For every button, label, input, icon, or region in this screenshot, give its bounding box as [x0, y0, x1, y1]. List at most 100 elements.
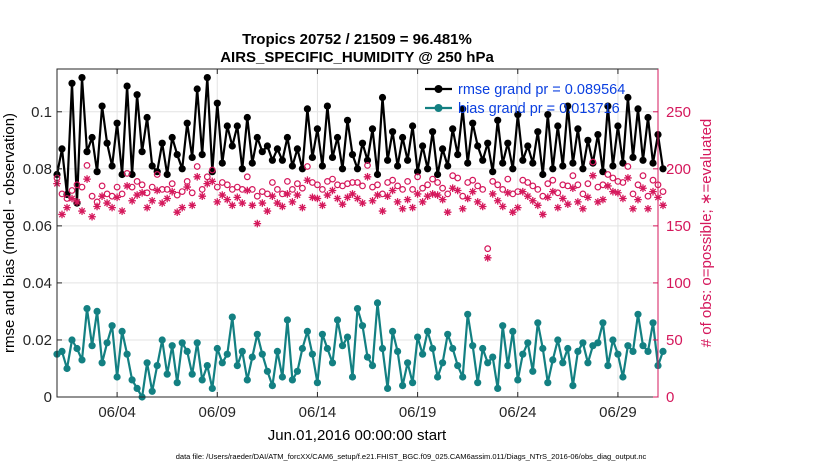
rmse-point [358, 139, 367, 147]
obs-evaluated-point [433, 191, 442, 199]
obs-possible-point [88, 192, 96, 200]
y2-axis-label: # of obs: o=possible; ∗=evaluated [698, 119, 715, 348]
obs-possible-point [409, 185, 417, 193]
obs-possible-point [504, 175, 512, 183]
obs-evaluated-point [123, 182, 131, 190]
rmse-point [103, 139, 111, 147]
rmse-point [609, 162, 617, 170]
rmse-point [649, 159, 657, 167]
rmse-point [499, 159, 507, 167]
rmse-point [123, 82, 131, 90]
rmse-point [133, 91, 141, 99]
bias-point [494, 384, 502, 392]
obs-evaluated-point [528, 196, 537, 205]
obs-possible-point [454, 174, 462, 182]
bias-point [484, 359, 492, 367]
bias-point [313, 379, 321, 387]
obs-possible-point [289, 185, 296, 193]
x-tick-label: 06/29 [599, 404, 637, 421]
obs-evaluated-point [98, 192, 106, 201]
bias-point [499, 322, 507, 330]
obs-evaluated-point [138, 188, 146, 197]
y2-tick-label: 150 [666, 218, 691, 235]
obs-possible-point [569, 172, 577, 180]
rmse-point [524, 142, 532, 150]
rmse-point [639, 156, 647, 164]
rmse-point [399, 133, 407, 142]
obs-possible-point [374, 181, 381, 189]
obs-possible-point [399, 185, 407, 193]
bias-point [554, 336, 562, 344]
bias-point [208, 384, 216, 392]
bias-point [378, 344, 387, 353]
rmse-point [183, 119, 191, 127]
bias-point [98, 359, 106, 367]
bias-point [103, 339, 111, 347]
bias-point [609, 336, 617, 344]
bias-point [323, 344, 331, 353]
bias-point [358, 322, 367, 330]
bias-point [338, 342, 347, 350]
obs-evaluated-point [403, 195, 412, 204]
bias-point [504, 362, 512, 370]
rmse-point [554, 122, 562, 130]
obs-evaluated-point [108, 203, 116, 212]
obs-evaluated-point [133, 191, 141, 199]
rmse-point [629, 153, 637, 161]
obs-evaluated-point [353, 194, 362, 203]
bias-point [293, 367, 301, 375]
rmse-point [163, 170, 171, 179]
y2-tick-label: 0 [666, 389, 674, 406]
bias-point [604, 362, 612, 370]
bias-point [514, 376, 522, 384]
rmse-point [198, 151, 206, 159]
obs-possible-point [178, 188, 186, 196]
y2-tick-label: 250 [666, 104, 691, 121]
obs-possible-point [248, 185, 256, 193]
rmse-point [233, 122, 241, 130]
y-tick-label: 0 [44, 389, 52, 406]
obs-evaluated-point [188, 201, 197, 210]
obs-possible-point [634, 181, 642, 189]
obs-evaluated-point [228, 201, 237, 210]
rmse-point [459, 105, 467, 113]
bias-point [288, 376, 296, 384]
bias-point [118, 327, 126, 335]
rmse-point [328, 153, 337, 161]
bias-point [619, 373, 627, 381]
obs-evaluated-point [268, 192, 277, 201]
obs-possible-point [419, 184, 427, 192]
obs-possible-point [404, 177, 412, 185]
obs-evaluated-point [78, 207, 86, 215]
bias-point [404, 359, 412, 367]
bias-point [384, 384, 392, 392]
bias-point [203, 362, 211, 370]
rmse-point [594, 131, 602, 139]
obs-evaluated-point [348, 190, 357, 198]
rmse-point [579, 165, 587, 173]
bias-point [113, 373, 121, 381]
rmse-point [549, 165, 557, 173]
obs-evaluated-point [273, 199, 282, 207]
bias-point [444, 330, 452, 338]
obs-evaluated-point [83, 175, 91, 183]
obs-evaluated-point [438, 195, 447, 204]
obs-possible-point [549, 176, 557, 184]
rmse-point [534, 128, 542, 136]
obs-possible-point [83, 161, 91, 169]
obs-evaluated-point [378, 207, 387, 215]
bias-point [213, 344, 221, 353]
rmse-point [519, 156, 527, 164]
chart-subtitle: AIRS_SPECIFIC_HUMIDITY @ 250 hPa [220, 49, 494, 66]
bias-point [238, 347, 246, 355]
bias-point [73, 344, 81, 353]
bias-point [128, 376, 136, 384]
obs-evaluated-point [198, 192, 207, 201]
rmse-point [143, 113, 151, 122]
bias-point [429, 344, 437, 353]
obs-evaluated-point [413, 190, 422, 198]
obs-possible-point [589, 158, 597, 166]
obs-possible-point [319, 185, 326, 193]
obs-possible-point [394, 182, 402, 190]
obs-evaluated-point [554, 203, 562, 212]
